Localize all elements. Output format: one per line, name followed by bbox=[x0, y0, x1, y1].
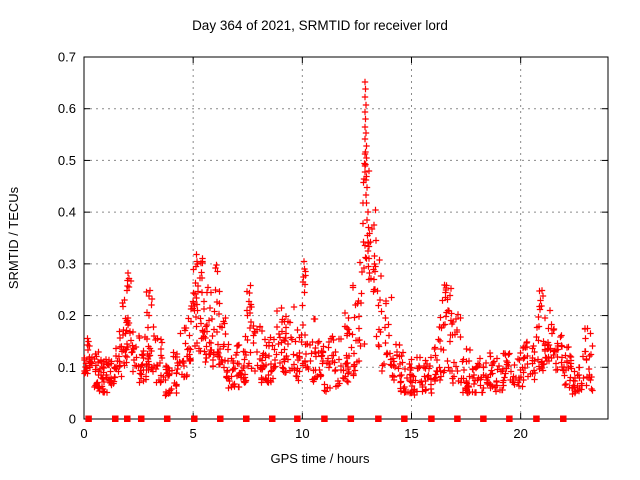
baseline-square-markers bbox=[85, 415, 567, 422]
x-axis-label: GPS time / hours bbox=[271, 451, 370, 466]
y-tick-label: 0.6 bbox=[58, 101, 76, 116]
y-axis-label: SRMTID / TECUs bbox=[6, 186, 21, 289]
baseline-square-marker bbox=[428, 415, 435, 422]
baseline-square-marker bbox=[480, 415, 487, 422]
x-tick-label: 5 bbox=[190, 426, 197, 441]
baseline-square-marker bbox=[294, 415, 301, 422]
baseline-square-marker bbox=[243, 415, 250, 422]
y-tick-label: 0.5 bbox=[58, 153, 76, 168]
baseline-square-marker bbox=[268, 415, 276, 422]
tick-labels: 0 5 10 15 20 0 0.1 0.2 0.3 0.4 0.5 0.6 0.7 bbox=[58, 50, 528, 442]
baseline-square-marker bbox=[347, 415, 355, 422]
plot-area-border bbox=[83, 56, 609, 420]
baseline-square-marker bbox=[375, 415, 382, 422]
baseline-square-marker bbox=[191, 415, 198, 422]
baseline-square-marker bbox=[163, 415, 171, 422]
baseline-square-marker bbox=[454, 415, 461, 422]
y-tick-label: 0.4 bbox=[58, 205, 76, 220]
y-tick-label: 0.2 bbox=[58, 308, 76, 323]
baseline-square-marker bbox=[321, 415, 328, 422]
y-tick-label: 0.1 bbox=[58, 360, 76, 375]
x-tick-label: 20 bbox=[513, 426, 527, 441]
baseline-square-marker bbox=[124, 415, 131, 422]
y-tick-label: 0 bbox=[69, 412, 76, 427]
scatter-points bbox=[81, 78, 596, 399]
x-tick-label: 0 bbox=[80, 426, 87, 441]
baseline-square-marker bbox=[137, 415, 145, 422]
y-tick-label: 0.7 bbox=[58, 50, 76, 65]
scatter-cross-markers bbox=[81, 78, 596, 399]
baseline-square-marker bbox=[217, 415, 224, 422]
baseline-square-marker bbox=[85, 415, 92, 422]
baseline-square-marker bbox=[401, 415, 408, 422]
baseline-square-marker bbox=[506, 415, 513, 422]
baseline-square-marker bbox=[560, 415, 567, 422]
baseline-square-marker bbox=[112, 415, 119, 422]
chart-title: Day 364 of 2021, SRMTID for receiver lor… bbox=[192, 18, 448, 33]
y-tick-label: 0.3 bbox=[58, 256, 76, 271]
baseline-square-marker bbox=[533, 415, 540, 422]
x-tick-label: 15 bbox=[404, 426, 418, 441]
x-tick-label: 10 bbox=[295, 426, 309, 441]
